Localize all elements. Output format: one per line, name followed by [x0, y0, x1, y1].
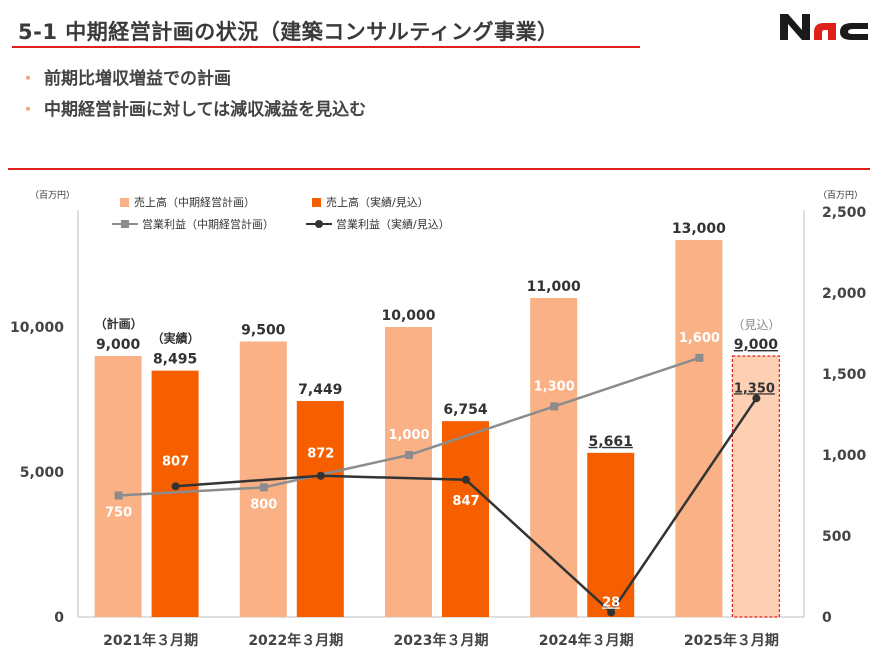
section-divider	[8, 168, 870, 170]
plan-sales-label: 13,000	[672, 221, 726, 237]
bullet-item: ・前期比増収増益での計画	[20, 66, 366, 97]
right-tick-label: 2,500	[822, 205, 867, 221]
bullet-item: ・中期経営計画に対しては減収減益を見込む	[20, 97, 366, 128]
plan-sales-label: 9,500	[241, 323, 286, 339]
actual-profit-label: 807	[162, 454, 189, 469]
legend-actual-sales-label: 売上高（実績/見込）	[326, 195, 429, 209]
actual-profit-marker	[462, 475, 470, 484]
plan-profit-label: 1,000	[388, 428, 429, 443]
actual-profit-marker	[316, 471, 325, 480]
legend-plan-profit-marker	[121, 220, 129, 228]
actual-sales-bar	[587, 452, 635, 617]
plan-sales-label: 11,000	[527, 279, 581, 295]
summary-bullets: ・前期比増収増益での計画 ・中期経営計画に対しては減収減益を見込む	[20, 66, 366, 128]
right-tick-label: 500	[822, 529, 851, 545]
actual-sales-label: 9,000	[734, 337, 779, 353]
actual-sales-label: 7,449	[298, 382, 342, 398]
actual-tag: （実績）	[152, 331, 200, 346]
left-tick-label: 0	[54, 610, 64, 626]
title-underline	[12, 46, 640, 48]
forecast-tag: （見込）	[732, 318, 780, 332]
plan-sales-bar	[385, 327, 432, 617]
actual-sales-bar	[442, 421, 489, 617]
plan-profit-marker	[259, 483, 268, 492]
legend-actual-profit-label: 営業利益（実績/見込）	[336, 217, 450, 231]
legend-actual-sales-swatch	[312, 198, 321, 207]
right-tick-label: 1,000	[822, 448, 867, 464]
bullet-text: 中期経営計画に対しては減収減益を見込む	[44, 100, 367, 120]
actual-sales-label: 5,661	[589, 434, 633, 450]
plan-profit-label: 800	[250, 497, 277, 512]
bullet-dot-icon: ・	[20, 100, 37, 119]
right-tick-label: 1,500	[822, 367, 867, 383]
plan-sales-bar	[675, 240, 723, 617]
category-label: 2021年３月期	[103, 632, 198, 649]
actual-sales-label: 8,495	[153, 352, 197, 368]
actual-profit-label: 28	[602, 595, 620, 610]
plan-profit-label: 750	[105, 506, 132, 521]
right-axis-unit: （百万円）	[818, 190, 863, 201]
actual-profit-label: 1,350	[734, 381, 775, 396]
plan-profit-marker	[550, 402, 559, 411]
bullet-text: 前期比増収増益での計画	[44, 69, 232, 89]
right-tick-label: 0	[822, 610, 832, 626]
actual-profit-marker	[607, 608, 616, 617]
plan-profit-marker	[405, 451, 413, 459]
plan-profit-label: 1,300	[534, 379, 575, 394]
legend-plan-profit-label: 営業利益（中期経営計画）	[142, 217, 274, 231]
actual-profit-label: 847	[452, 494, 479, 509]
company-logo	[780, 14, 868, 40]
plan-profit-marker	[114, 491, 123, 500]
mid-term-plan-chart: （百万円） （百万円） 0 5,000 10,000 0 500 1,000 1,500 2,00…	[10, 190, 867, 649]
plan-profit-marker	[695, 353, 704, 362]
actual-sales-label: 6,754	[443, 402, 488, 418]
plan-sales-bar	[530, 298, 578, 617]
legend-plan-sales-label: 売上高（中期経営計画）	[134, 195, 255, 209]
plan-profit-label: 1,600	[679, 331, 720, 346]
actual-profit-marker	[171, 482, 180, 491]
left-tick-label: 10,000	[10, 320, 64, 336]
right-tick-label: 2,000	[822, 286, 867, 302]
plan-tag: （計画）	[95, 316, 143, 331]
bullet-dot-icon: ・	[20, 69, 37, 88]
plan-sales-bar	[94, 356, 142, 617]
left-axis-unit: （百万円）	[30, 190, 75, 201]
legend-plan-sales-swatch	[120, 198, 129, 207]
category-label: 2023年３月期	[394, 632, 489, 649]
plan-sales-label: 9,000	[96, 337, 141, 353]
page-title: 5-1 中期経営計画の状況（建築コンサルティング事業）	[18, 20, 559, 44]
category-label: 2024年３月期	[539, 632, 634, 649]
actual-profit-marker	[752, 394, 761, 403]
left-tick-label: 5,000	[20, 465, 65, 481]
legend-actual-profit-marker	[315, 220, 323, 228]
actual-profit-label: 872	[307, 447, 334, 462]
plan-sales-label: 10,000	[381, 308, 435, 324]
category-label: 2022年３月期	[248, 632, 343, 649]
category-label: 2025年３月期	[684, 632, 779, 649]
actual-sales-bar	[296, 400, 344, 617]
